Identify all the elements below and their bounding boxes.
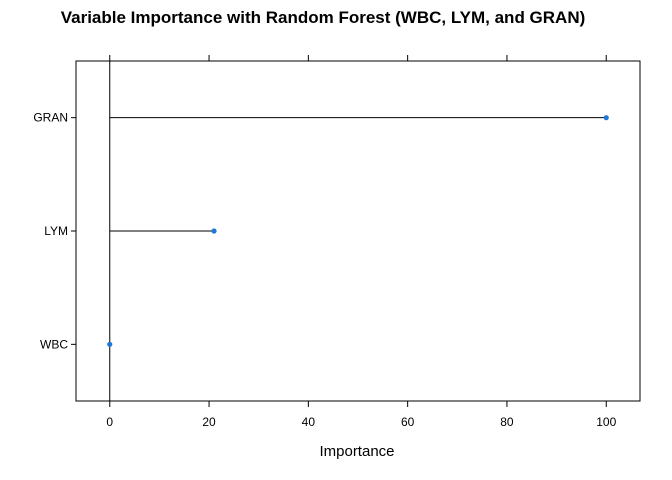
x-tick-label: 100 — [596, 415, 616, 429]
category-axis: GRAN LYM WBC — [33, 111, 76, 351]
chart-title: Variable Importance with Random Forest (… — [61, 8, 586, 27]
importance-point — [603, 115, 609, 121]
x-tick-label: 0 — [106, 415, 113, 429]
category-label: GRAN — [33, 111, 68, 125]
importance-point — [211, 228, 217, 234]
category-label: LYM — [44, 224, 68, 238]
x-tick-label: 40 — [302, 415, 316, 429]
data-marks — [107, 115, 609, 347]
x-axis-label: Importance — [319, 443, 394, 460]
x-tick-label: 60 — [401, 415, 415, 429]
x-tick-label: 20 — [202, 415, 216, 429]
importance-point — [107, 341, 113, 347]
category-label: WBC — [40, 337, 68, 351]
top-axis — [109, 55, 607, 61]
x-tick-label: 80 — [500, 415, 514, 429]
x-axis: 0 20 40 60 80 100 — [106, 401, 617, 429]
